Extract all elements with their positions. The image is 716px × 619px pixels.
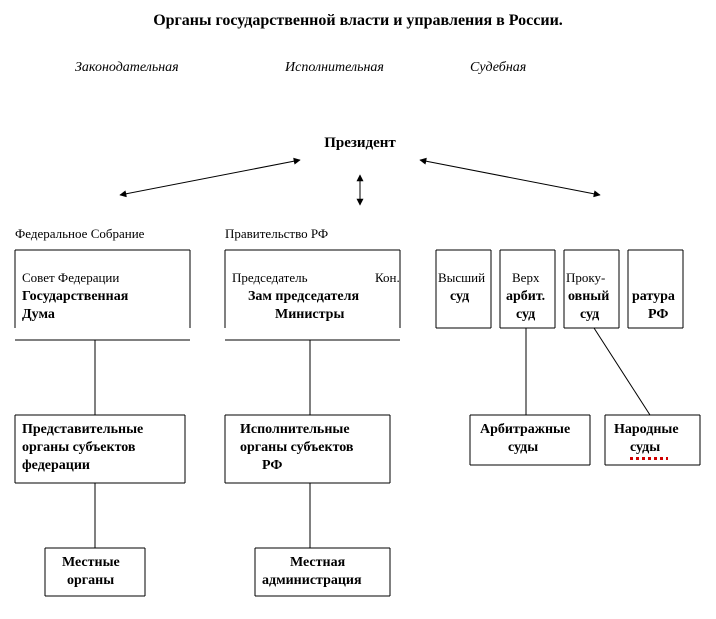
j3-top: Проку-: [566, 270, 605, 286]
j2-top: Верх: [512, 270, 539, 286]
branch-legislative: Законодательная: [75, 60, 179, 76]
j1-bold: суд: [450, 289, 469, 305]
loc-a-l2: администрация: [262, 573, 362, 589]
loc-b-l1: Местные: [62, 555, 120, 571]
branch-executive: Исполнительная: [285, 60, 384, 76]
wavy-underline-icon: [630, 457, 668, 460]
j3-b2: суд: [580, 307, 599, 323]
leg-sub-l1: Представительные: [22, 422, 143, 438]
j2-b2: суд: [516, 307, 535, 323]
arb-l1: Арбитражные: [480, 422, 570, 438]
fa-line3: Дума: [22, 307, 55, 323]
fa-line2: Государственная: [22, 289, 128, 305]
page-title: Органы государственной власти и управлен…: [0, 12, 716, 30]
j1-top: Высший: [438, 270, 485, 286]
diagram-lines: [0, 0, 716, 619]
loc-a-l1: Местная: [290, 555, 345, 571]
federal-assembly-header: Федеральное Собрание: [15, 226, 144, 242]
arb-l2: суды: [508, 440, 538, 456]
president-label: Президент: [295, 135, 425, 152]
leg-sub-l2: органы субъектов: [22, 440, 135, 456]
branch-judicial: Судебная: [470, 60, 526, 76]
government-header: Правительство РФ: [225, 226, 328, 242]
gov-line2: Зам председателя: [248, 289, 359, 305]
j4-b1: ратура: [632, 289, 675, 305]
j3-b1: овный: [568, 289, 609, 305]
j2-b1: арбит.: [506, 289, 545, 305]
exe-sub-l3: РФ: [262, 458, 282, 474]
loc-b-l2: органы: [67, 573, 114, 589]
gov-line1: Председатель: [232, 270, 308, 286]
j4-b2: РФ: [648, 307, 668, 323]
exe-sub-l1: Исполнительные: [240, 422, 350, 438]
gov-line1r: Кон.: [375, 270, 400, 286]
peo-l1: Народные: [614, 422, 679, 438]
leg-sub-l3: федерации: [22, 458, 90, 474]
peo-l2: суды: [630, 440, 660, 456]
gov-line3: Министры: [275, 307, 344, 323]
exe-sub-l2: органы субъектов: [240, 440, 353, 456]
fa-line1: Совет Федерации: [22, 270, 119, 286]
